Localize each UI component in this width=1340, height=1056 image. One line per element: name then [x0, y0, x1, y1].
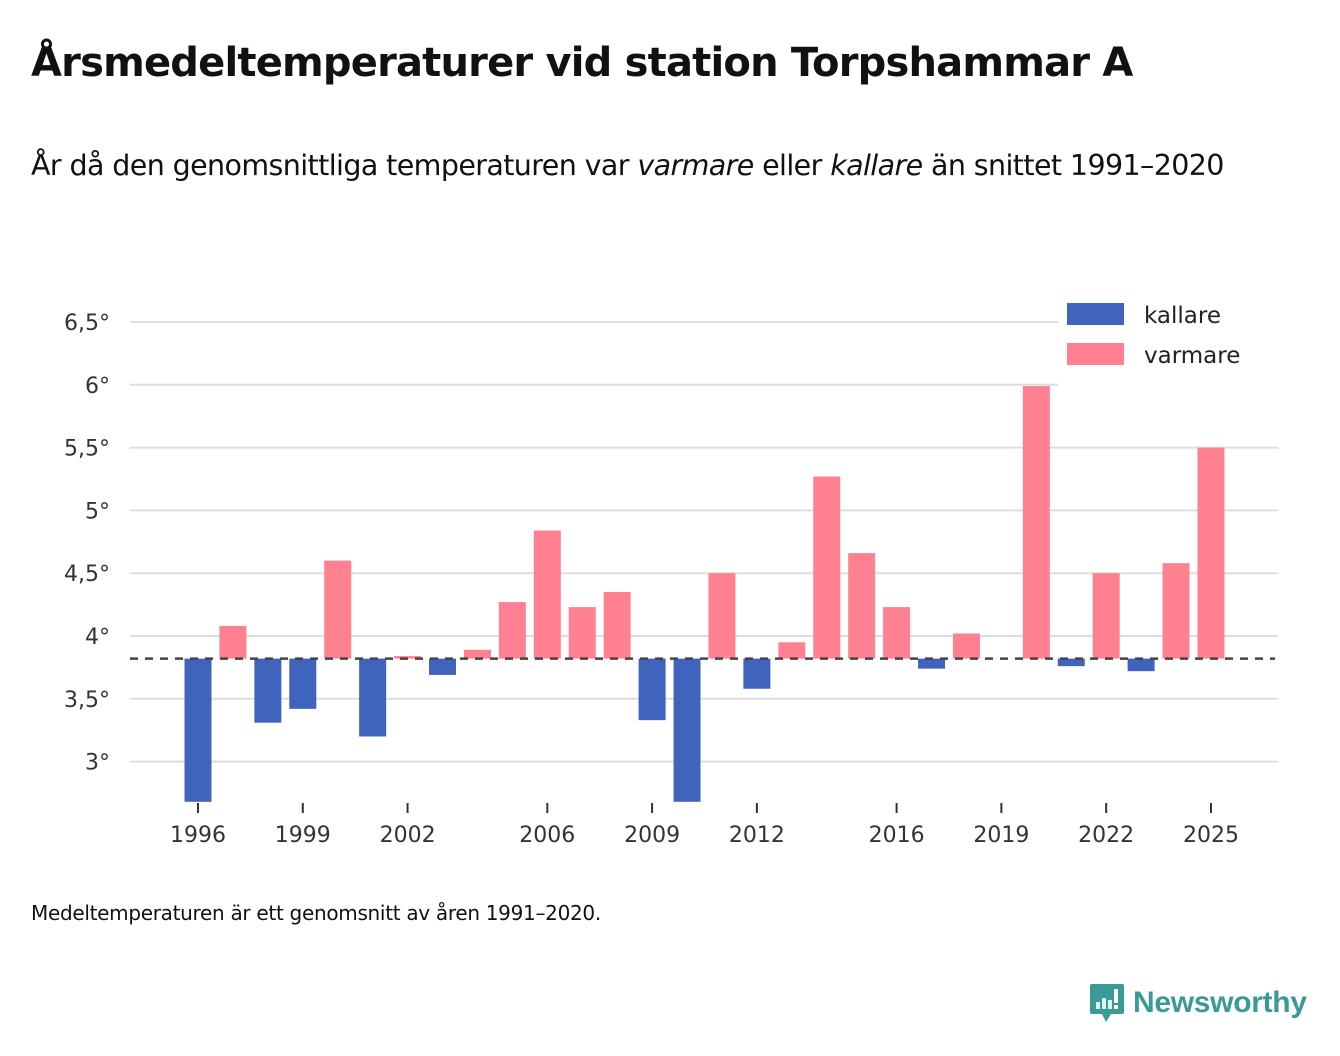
- legend-label-varmare: varmare: [1144, 343, 1240, 369]
- y-tick-label: 4°: [85, 625, 110, 650]
- bar-2021: [1057, 658, 1085, 667]
- y-tick-label: 5,5°: [64, 437, 110, 462]
- bar-2001: [359, 658, 387, 737]
- y-axis-labels: 3° 3,5° 4° 4,5° 5° 5,5° 6° 6,5°: [64, 311, 110, 776]
- x-tick-label: 2012: [729, 823, 785, 848]
- subtitle-text-1: År då den genomsnittliga temperaturen va…: [31, 149, 638, 182]
- x-tick-label: 2009: [624, 823, 680, 848]
- bar-2008: [603, 592, 631, 659]
- chart-subtitle: År då den genomsnittliga temperaturen va…: [31, 143, 1231, 188]
- bar-2002: [394, 656, 422, 659]
- x-tick-label: 2016: [869, 823, 925, 848]
- bar-2022: [1092, 573, 1120, 659]
- bar-1996: [184, 658, 212, 802]
- bar-2014: [813, 476, 841, 659]
- x-tick-label: 1999: [275, 823, 331, 848]
- x-tick-label: 2002: [380, 823, 436, 848]
- y-tick-label: 4,5°: [64, 562, 110, 587]
- bar-2003: [429, 658, 457, 675]
- bar-1998: [254, 658, 282, 723]
- x-tick-label: 2006: [519, 823, 575, 848]
- brand-name: Newsworthy: [1133, 986, 1307, 1019]
- bar-2024: [1162, 563, 1190, 659]
- bars: [184, 386, 1225, 802]
- bar-1999: [289, 658, 317, 709]
- newsworthy-logo-icon: [1090, 984, 1124, 1022]
- bar-2015: [848, 553, 876, 659]
- subtitle-text-3: än snittet 1991–2020: [922, 149, 1224, 182]
- x-tick-label: 1996: [170, 823, 226, 848]
- footnote: Medeltemperaturen är ett genomsnitt av å…: [31, 901, 601, 925]
- bar-2009: [638, 658, 666, 721]
- bar-2011: [708, 573, 736, 659]
- y-tick-label: 6°: [85, 374, 110, 399]
- bar-2010: [673, 658, 701, 802]
- bar-2007: [568, 607, 596, 659]
- x-tick-label: 2022: [1078, 823, 1134, 848]
- y-tick-label: 6,5°: [64, 311, 110, 336]
- legend-swatch-varmare: [1067, 343, 1124, 365]
- legend-swatch-kallare: [1067, 303, 1124, 325]
- legend-label-kallare: kallare: [1144, 303, 1221, 329]
- subtitle-emphasis-warmer: varmare: [637, 149, 754, 182]
- chart-title: Årsmedeltemperaturer vid station Torpsha…: [31, 40, 1133, 86]
- bar-2006: [533, 530, 561, 659]
- bar-2012: [743, 658, 771, 689]
- bar-2016: [883, 607, 911, 659]
- temperature-bar-chart: 3° 3,5° 4° 4,5° 5° 5,5° 6° 6,5° 1996 1999 2002 200…: [64, 296, 1280, 848]
- subtitle-text-2: eller: [753, 149, 831, 182]
- y-tick-label: 3,5°: [64, 688, 110, 713]
- bar-2005: [498, 602, 526, 659]
- bar-2020: [1022, 386, 1050, 659]
- brand-logo: Newsworthy: [1089, 982, 1307, 1024]
- x-axis: 1996 1999 2002 2006 2009 2012 2016 2019 2022 2025: [170, 803, 1239, 848]
- legend: kallare varmare: [1058, 296, 1280, 386]
- bar-2023: [1127, 658, 1155, 672]
- y-tick-label: 5°: [85, 499, 110, 524]
- x-tick-label: 2025: [1183, 823, 1239, 848]
- bar-2013: [778, 642, 806, 659]
- y-tick-label: 3°: [85, 751, 110, 776]
- bar-2004: [463, 649, 491, 659]
- x-tick-label: 2019: [973, 823, 1029, 848]
- bar-1997: [219, 625, 247, 659]
- subtitle-emphasis-colder: kallare: [830, 149, 923, 182]
- bar-2017: [918, 658, 946, 669]
- bar-2000: [324, 560, 352, 659]
- bar-2018: [952, 633, 980, 659]
- bar-2025: [1197, 447, 1225, 659]
